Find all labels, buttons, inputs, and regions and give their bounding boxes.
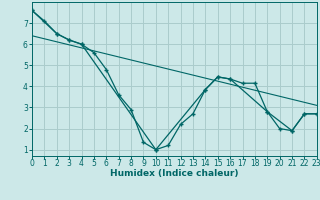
X-axis label: Humidex (Indice chaleur): Humidex (Indice chaleur) [110,169,239,178]
